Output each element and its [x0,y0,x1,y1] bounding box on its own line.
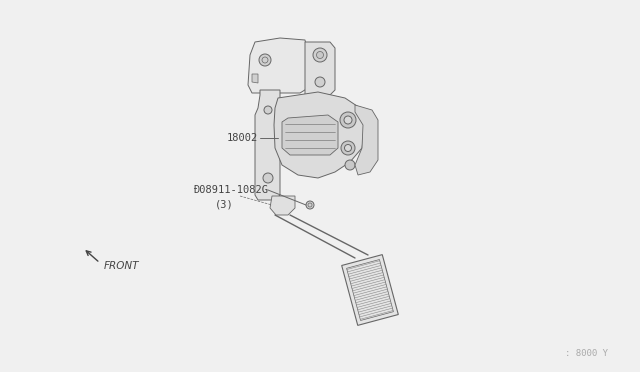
Polygon shape [282,115,338,155]
Polygon shape [255,90,280,200]
Polygon shape [252,74,258,83]
Text: Ð08911-1082G: Ð08911-1082G [193,185,268,195]
Polygon shape [274,92,365,178]
Circle shape [344,116,352,124]
Circle shape [341,141,355,155]
Circle shape [345,160,355,170]
Polygon shape [355,105,378,175]
Polygon shape [270,196,295,215]
Text: 18002: 18002 [227,133,259,143]
Text: (3): (3) [215,199,234,209]
Circle shape [313,48,327,62]
Circle shape [340,112,356,128]
Circle shape [263,173,273,183]
Polygon shape [248,38,308,93]
Circle shape [264,106,272,114]
Circle shape [306,201,314,209]
Polygon shape [342,254,398,326]
Circle shape [344,144,351,151]
Circle shape [315,77,325,87]
Circle shape [317,51,323,58]
Polygon shape [305,42,335,95]
Text: : 8000 Y: : 8000 Y [565,349,608,358]
Circle shape [259,54,271,66]
Text: FRONT: FRONT [104,261,140,271]
